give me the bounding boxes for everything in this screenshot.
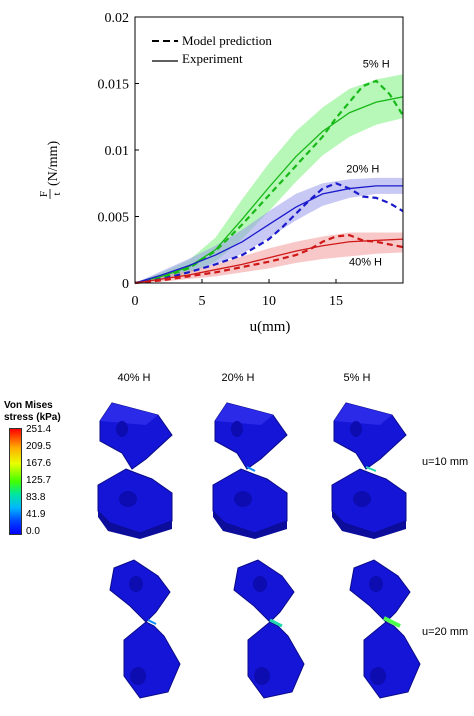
fea-5H-u20 [349, 559, 421, 699]
legend-label-experiment: Experiment [182, 51, 243, 66]
y-tick-label: 0 [122, 277, 129, 292]
x-tick-label: 15 [329, 294, 343, 309]
column-header-5: 5% H [343, 372, 371, 384]
stress-colorbar [9, 428, 22, 535]
series-label: 40% H [349, 257, 382, 269]
x-tick-label: 5 [199, 294, 206, 309]
row-header-u10: u=10 mm [422, 456, 469, 468]
x-tick-label: 0 [132, 294, 139, 309]
series-label: 5% H [363, 59, 390, 71]
column-header-40: 40% H [117, 372, 151, 384]
y-axis-frac-num: F [38, 191, 50, 197]
force-displacement-chart: 5% H20% H40% H0 5 10 1500.0050.010.0150.02 … [38, 11, 404, 335]
colorbar-label: 167.6 [26, 458, 52, 469]
experiment-line-0 [134, 96, 404, 284]
fea-20H-u20 [233, 559, 305, 699]
colorbar-label: 125.7 [26, 475, 52, 486]
column-header-20: 20% H [221, 372, 255, 384]
fea-20H-u10 [212, 402, 288, 539]
x-tick-label: 10 [262, 294, 276, 309]
experiment-line-1 [134, 185, 403, 284]
legend-label-model: Model prediction [182, 33, 272, 48]
colorbar-label: 41.9 [26, 509, 46, 520]
colorbar-label: 251.4 [26, 424, 52, 435]
colorbar-label: 209.5 [26, 441, 52, 452]
crack-highlight [246, 466, 256, 472]
crack-highlight [365, 466, 377, 472]
y-tick-label: 0.015 [98, 78, 130, 93]
colorbar-label: 83.8 [26, 492, 46, 503]
uncertainty-band-0 [135, 74, 403, 283]
row-header-u20: u=20 mm [422, 626, 469, 638]
uncertainty-band-1 [135, 177, 403, 283]
model-line-2 [134, 233, 404, 285]
fea-40H-u10 [97, 402, 173, 539]
crack-highlight [383, 616, 401, 628]
y-axis-unit: (N/mm) [46, 141, 61, 186]
crack-highlight [147, 619, 157, 625]
fea-40H-u20 [109, 559, 181, 699]
chart-legend: Model prediction Experiment [152, 33, 272, 66]
x-axis-label: u(mm) [250, 319, 291, 335]
experiment-line-2 [134, 238, 404, 284]
series-label: 20% H [346, 164, 379, 176]
colorbar-label: 0.0 [26, 526, 40, 537]
colorbar-title: Von Mises stress (kPa) [4, 400, 61, 423]
crack-highlight [269, 618, 283, 628]
y-axis-label: F t (N/mm) [38, 141, 63, 199]
y-tick-label: 0.02 [105, 11, 130, 26]
y-tick-label: 0.01 [105, 144, 130, 159]
fea-5H-u10 [331, 402, 407, 539]
y-axis-frac-den: t [51, 192, 63, 195]
y-tick-label: 0.005 [98, 211, 130, 226]
